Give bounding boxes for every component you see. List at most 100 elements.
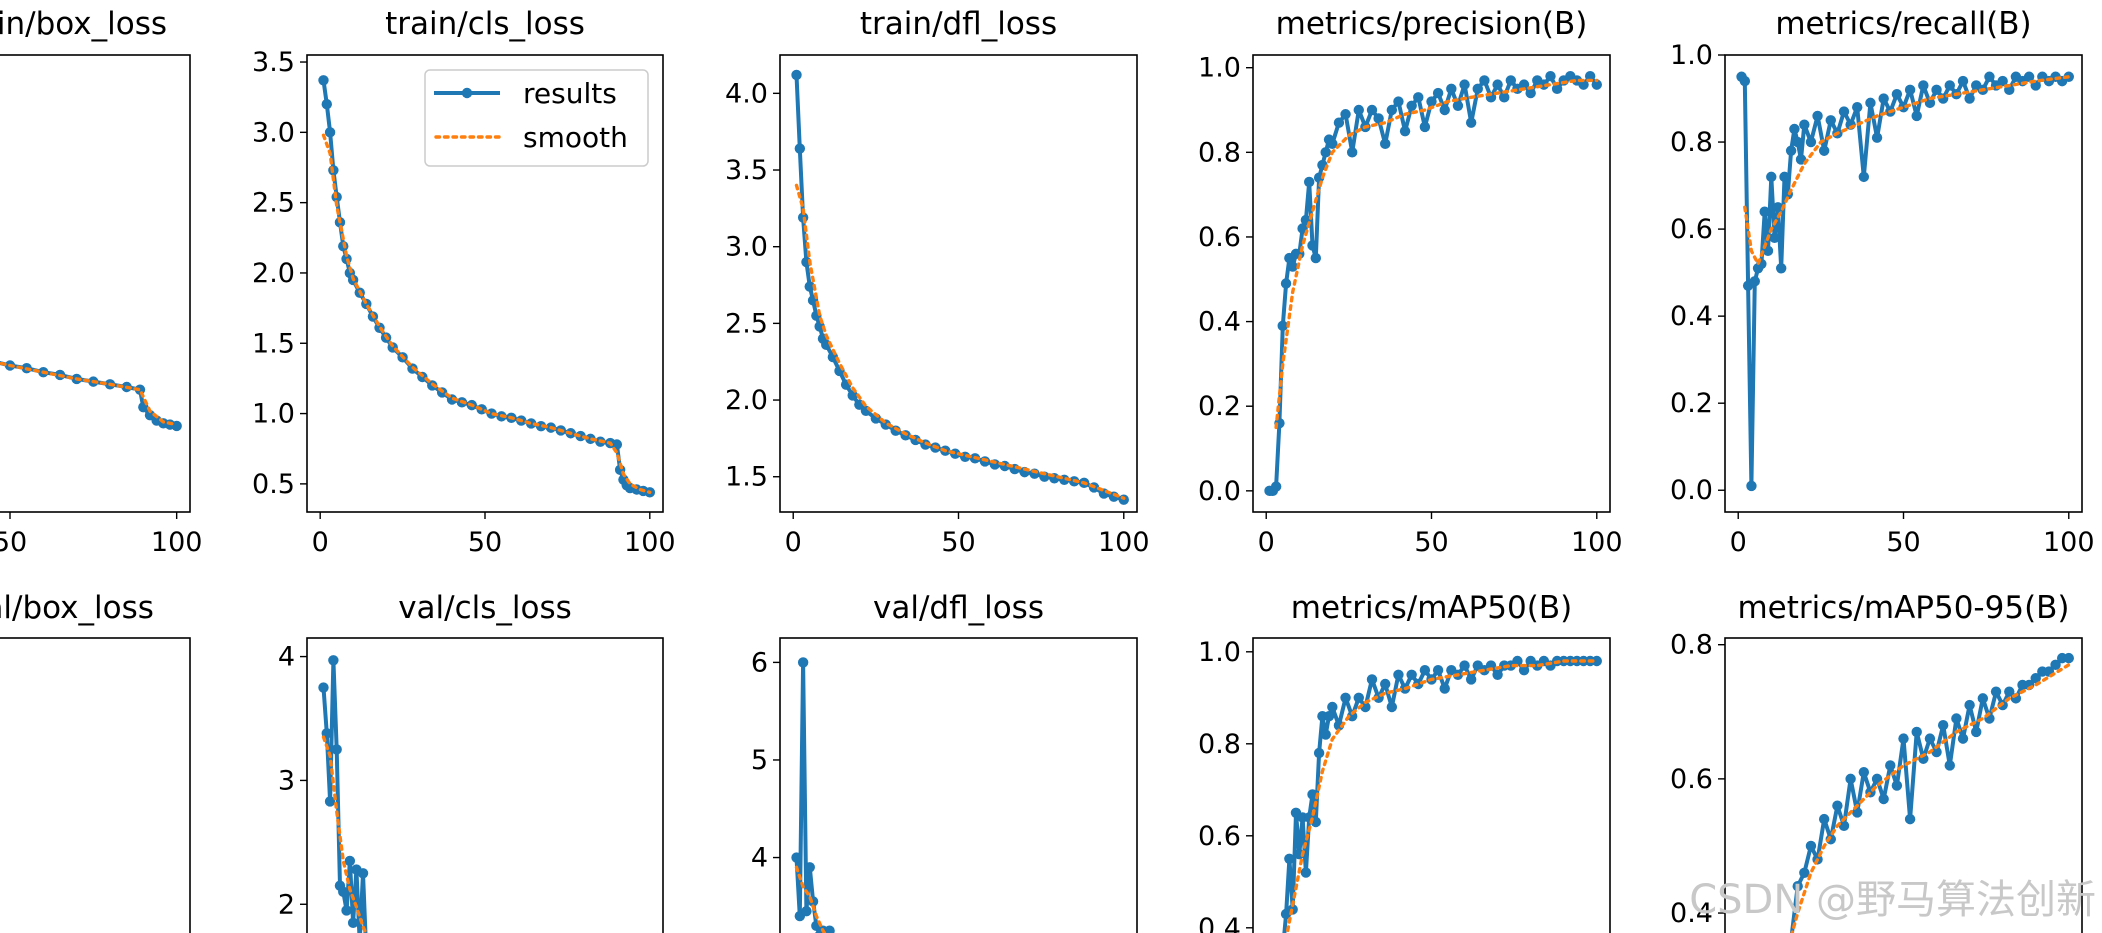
data-point bbox=[2023, 71, 2035, 82]
data-point bbox=[1918, 80, 1929, 91]
axes-frame bbox=[0, 637, 191, 933]
axes-frame bbox=[1252, 637, 1611, 933]
data-point bbox=[1805, 136, 1817, 148]
y-tick-label: 1.5 bbox=[725, 462, 768, 493]
legend-smooth-label: smooth bbox=[523, 121, 628, 154]
data-point bbox=[1310, 252, 1322, 264]
data-point bbox=[1759, 206, 1770, 217]
plot-area bbox=[1736, 71, 2074, 492]
data-point bbox=[1878, 793, 1889, 805]
data-point bbox=[1545, 70, 1556, 82]
y-tick-label: 2.5 bbox=[725, 308, 768, 339]
panel-train-dfl-loss: train/dfl_loss 1.5 2.0 2.5 3.0 3.5 4.0 0 50 100 bbox=[725, 6, 1150, 558]
data-point bbox=[1799, 119, 1810, 130]
data-point bbox=[1492, 79, 1503, 90]
data-point bbox=[1792, 136, 1803, 148]
x-tick-label: 0 bbox=[312, 527, 329, 558]
data-point bbox=[1871, 773, 1883, 785]
data-point bbox=[1459, 660, 1470, 671]
data-point bbox=[1990, 686, 2002, 697]
panel-title: train/cls_loss bbox=[385, 6, 585, 42]
data-point bbox=[1419, 665, 1431, 676]
data-point bbox=[1898, 733, 1909, 744]
data-point bbox=[1413, 92, 1424, 103]
y-tick-label: 3.5 bbox=[725, 155, 768, 186]
data-point bbox=[338, 886, 349, 898]
data-point bbox=[1852, 102, 1863, 113]
y-tick-label: 4 bbox=[278, 642, 295, 673]
data-point bbox=[1465, 117, 1477, 128]
panel-title: metrics/mAP50(B) bbox=[1291, 590, 1572, 626]
data-point bbox=[1393, 669, 1404, 680]
data-point bbox=[1346, 147, 1358, 158]
data-point bbox=[1937, 720, 1949, 731]
data-point bbox=[1858, 171, 1870, 183]
data-point bbox=[318, 75, 329, 86]
data-point bbox=[1858, 766, 1870, 778]
data-point bbox=[1277, 320, 1288, 332]
data-point bbox=[1465, 674, 1477, 685]
data-point bbox=[1287, 261, 1298, 272]
y-tick-label: 4.0 bbox=[725, 78, 768, 109]
data-point bbox=[344, 855, 356, 867]
plot-area bbox=[1789, 652, 2074, 933]
data-point bbox=[2004, 686, 2015, 697]
data-point bbox=[801, 906, 812, 917]
y-tick-label: 0.5 bbox=[252, 469, 295, 500]
data-point bbox=[1845, 773, 1856, 785]
data-point bbox=[1439, 104, 1450, 116]
data-point bbox=[1775, 263, 1787, 274]
x-tick-label: 50 bbox=[941, 527, 975, 558]
data-point bbox=[1386, 701, 1398, 713]
data-point bbox=[1911, 726, 1922, 738]
panel-title: val/box_loss bbox=[0, 590, 154, 626]
data-point bbox=[1303, 176, 1315, 188]
series-line-results bbox=[1269, 74, 1599, 493]
data-point bbox=[1333, 720, 1345, 731]
data-point bbox=[575, 430, 586, 442]
series-line-results bbox=[794, 74, 1125, 502]
data-point bbox=[1904, 813, 1916, 825]
data-point bbox=[1957, 75, 1969, 87]
y-tick-label: 0.0 bbox=[1198, 476, 1241, 507]
data-point bbox=[1746, 480, 1757, 492]
data-point bbox=[824, 925, 835, 933]
data-point bbox=[1284, 853, 1295, 864]
data-point bbox=[1789, 123, 1800, 135]
data-point bbox=[1518, 665, 1530, 676]
y-tick-label: 3 bbox=[278, 765, 295, 796]
data-point bbox=[1320, 147, 1331, 158]
data-point bbox=[1911, 110, 1922, 122]
data-point bbox=[1479, 75, 1490, 86]
axes-frame bbox=[0, 54, 191, 513]
data-point bbox=[1472, 83, 1483, 95]
y-tick-label: 2.0 bbox=[725, 385, 768, 416]
data-point bbox=[341, 905, 352, 916]
data-point bbox=[1944, 80, 1955, 91]
data-point bbox=[1346, 711, 1358, 722]
data-point bbox=[1366, 104, 1378, 116]
data-point bbox=[1977, 693, 1989, 704]
series-line-results bbox=[794, 660, 833, 933]
data-point bbox=[1505, 75, 1517, 86]
data-point bbox=[1885, 760, 1896, 771]
panel-metrics-precision-b-: metrics/precision(B) 0.0 0.2 0.4 0.6 0.8 1.0 0 5… bbox=[1198, 6, 1623, 558]
panel-val-dfl-loss: val/dfl_loss3456 bbox=[751, 590, 1138, 933]
data-point bbox=[791, 852, 802, 863]
y-tick-label: 3.5 bbox=[252, 47, 295, 78]
y-tick-label: 0.8 bbox=[1198, 137, 1241, 168]
data-point bbox=[794, 143, 806, 154]
y-tick-label: 0.2 bbox=[1198, 391, 1241, 422]
plot-area bbox=[791, 657, 835, 933]
data-point bbox=[328, 655, 339, 666]
y-tick-label: 2 bbox=[278, 889, 295, 920]
data-point bbox=[1818, 145, 1830, 156]
y-tick-label: 1.0 bbox=[1198, 637, 1241, 668]
x-tick-label: 100 bbox=[1571, 527, 1623, 558]
data-point bbox=[1307, 789, 1318, 800]
series-line-smooth bbox=[1285, 659, 1599, 933]
series-line-results bbox=[1739, 74, 2070, 488]
data-point bbox=[1439, 683, 1450, 694]
series-line-smooth bbox=[1743, 75, 2071, 269]
